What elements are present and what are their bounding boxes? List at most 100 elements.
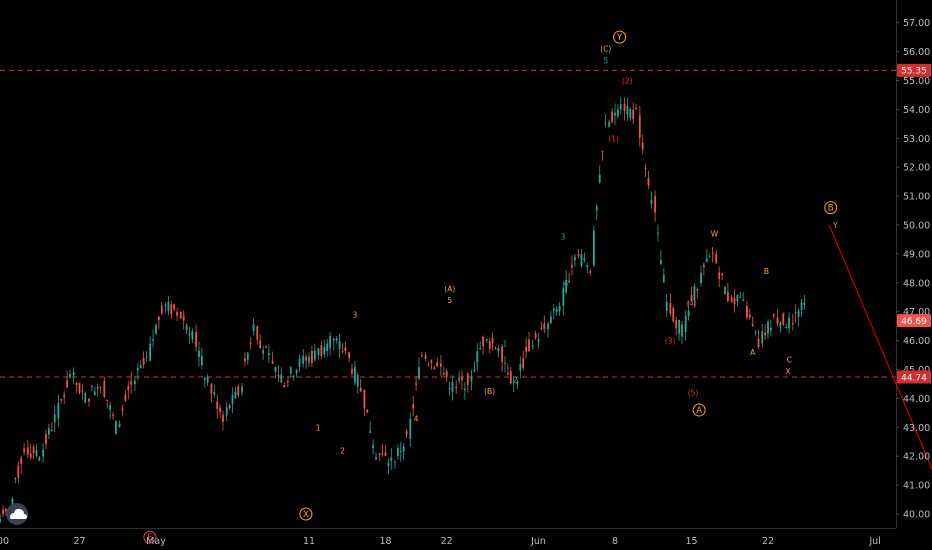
candle	[109, 401, 111, 419]
candle	[280, 366, 283, 383]
candle	[589, 268, 592, 276]
candle	[681, 320, 683, 344]
candle	[580, 249, 583, 269]
candle	[265, 344, 267, 348]
candle	[678, 319, 680, 341]
candle	[491, 332, 494, 351]
candle	[577, 248, 580, 259]
x-tick-label: 15	[685, 536, 697, 547]
candle	[593, 225, 595, 268]
x-tick-label: 20:00	[0, 536, 9, 547]
candle	[501, 344, 503, 372]
candle	[708, 253, 711, 258]
candle	[715, 250, 718, 264]
candle	[507, 363, 509, 376]
candle	[225, 401, 228, 422]
candle	[366, 409, 369, 413]
candle	[17, 461, 20, 484]
x-tick-label: Jun	[530, 536, 546, 547]
candle	[565, 269, 568, 295]
candle	[662, 268, 665, 284]
candle	[351, 363, 353, 377]
candle	[348, 351, 350, 363]
candle	[494, 346, 497, 350]
candle	[354, 360, 356, 386]
candle	[35, 443, 38, 458]
candle	[185, 323, 188, 335]
candle	[415, 376, 417, 391]
candle	[629, 107, 632, 121]
candle	[746, 300, 748, 321]
svg-text:C: C	[787, 355, 792, 364]
x-axis-ticks: 20:0027May111822Jun81522Jul13	[0, 536, 881, 547]
candle	[262, 345, 264, 361]
svg-text:1: 1	[316, 423, 321, 432]
candle	[283, 381, 286, 388]
svg-text:(4): (4)	[686, 299, 697, 308]
x-tick-label: 18	[379, 536, 391, 547]
candle	[20, 455, 23, 474]
candle	[115, 420, 117, 435]
candle	[338, 334, 341, 359]
candle	[528, 331, 530, 352]
candle	[188, 326, 191, 344]
candle	[57, 394, 60, 427]
candle	[308, 352, 310, 368]
candle	[445, 368, 448, 382]
candle	[479, 341, 482, 351]
svg-text:Y: Y	[832, 221, 838, 230]
candle	[611, 108, 613, 124]
x-tick-label: 8	[612, 536, 618, 547]
candle	[779, 320, 782, 333]
candle	[167, 295, 170, 316]
candle	[69, 369, 71, 379]
candle	[311, 345, 313, 368]
candle	[295, 368, 298, 378]
candle	[124, 390, 127, 403]
svg-text:2: 2	[340, 446, 345, 455]
svg-text:1: 1	[502, 339, 507, 348]
candle	[718, 266, 721, 288]
candle	[305, 353, 307, 369]
wave-label: 5	[603, 56, 608, 65]
candle	[96, 383, 99, 397]
y-tick-label: 41.00	[903, 481, 930, 492]
wave-label: 5	[447, 296, 452, 305]
svg-text:A: A	[696, 406, 702, 416]
y-tick-label: 56.00	[903, 47, 930, 58]
candle	[359, 379, 362, 393]
candle	[485, 339, 488, 343]
candle	[149, 336, 152, 362]
candle	[803, 295, 806, 310]
candle	[274, 366, 277, 379]
candle	[626, 97, 629, 121]
candle	[421, 351, 423, 358]
candle	[216, 394, 219, 419]
projection-line	[828, 224, 932, 471]
x-tick-label: 22	[762, 536, 774, 547]
wave-label: (3)	[665, 337, 676, 346]
svg-text:(B): (B)	[484, 387, 495, 396]
candle	[690, 286, 693, 302]
svg-text:B: B	[764, 267, 769, 276]
candle	[757, 329, 760, 350]
svg-text:A: A	[750, 348, 756, 357]
y-tick-label: 47.00	[903, 307, 930, 318]
candle	[794, 303, 797, 323]
candle	[179, 311, 182, 320]
cloud-logo-icon[interactable]	[6, 503, 28, 525]
candle	[571, 255, 573, 276]
candle	[222, 410, 224, 431]
candle	[160, 301, 163, 316]
wave-label: W	[711, 230, 719, 239]
candle	[547, 321, 549, 338]
candle	[256, 326, 259, 345]
y-tick-label: 57.00	[903, 18, 930, 29]
candle	[672, 305, 675, 323]
candle	[38, 456, 41, 462]
horizontal-levels	[0, 69, 896, 378]
candle	[424, 352, 427, 362]
candle	[650, 191, 653, 209]
candle	[458, 370, 460, 385]
